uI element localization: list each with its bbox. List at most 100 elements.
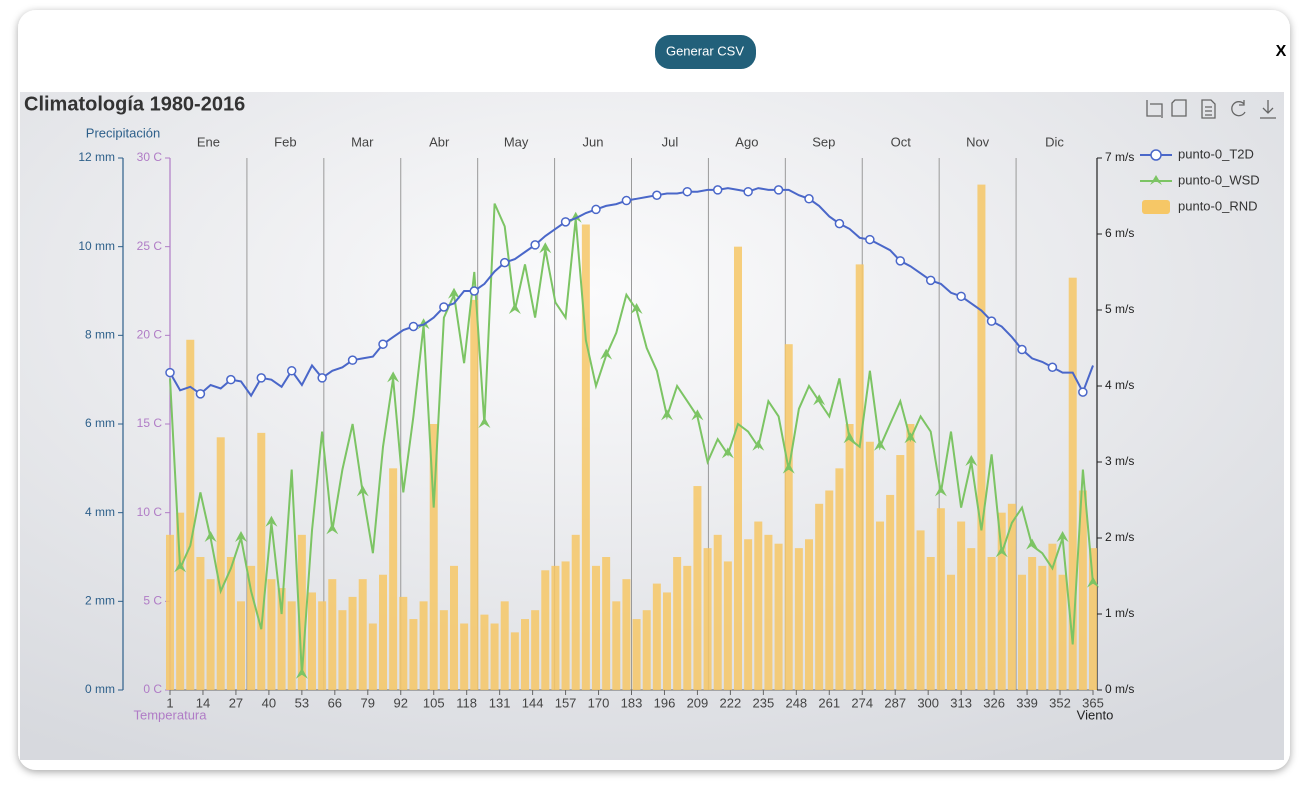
point-marker [347, 355, 358, 365]
rain-bar [257, 432, 266, 690]
x-tick-label: 248 [785, 695, 807, 710]
rain-bar [450, 565, 458, 690]
rain-bar [531, 610, 540, 690]
point-marker [813, 394, 826, 406]
x-tick-label: 274 [851, 695, 873, 710]
rain-bar [754, 521, 763, 690]
x-tick-label: 183 [621, 695, 643, 710]
point-marker [621, 195, 632, 206]
series-line [169, 203, 1094, 675]
point-marker [743, 186, 753, 197]
rain-bar [541, 570, 550, 690]
rain-bar [186, 339, 195, 690]
month-label: Dic [1045, 134, 1064, 149]
rain-bar [318, 601, 327, 690]
point-marker [1078, 387, 1088, 397]
rain-bar [612, 601, 621, 690]
point-marker [773, 185, 784, 195]
x-tick-label: 209 [687, 695, 709, 710]
data-view-icon[interactable] [1201, 99, 1216, 119]
rain-bar [419, 601, 428, 690]
point-marker [874, 439, 886, 451]
point-marker [326, 523, 339, 535]
legend-label[interactable]: punto-0_T2D [1178, 146, 1254, 161]
rain-bar [500, 601, 509, 690]
tick-label: 4 mm [85, 505, 115, 519]
x-tick-label: 352 [1049, 695, 1071, 710]
tick-label: 7 m/s [1105, 150, 1134, 164]
point-marker [1026, 538, 1039, 550]
rain-bar [977, 184, 986, 690]
tick-label: 1 m/s [1105, 606, 1134, 620]
y3-axis-title: Viento [1077, 707, 1114, 722]
rain-bar [673, 557, 682, 690]
rain-bar [368, 623, 377, 690]
point-marker [591, 204, 601, 215]
rain-bar [713, 534, 722, 690]
legend-label[interactable]: punto-0_WSD [1178, 172, 1260, 187]
point-marker [712, 185, 723, 195]
rain-bar [774, 543, 783, 690]
rain-bar [470, 299, 479, 690]
rain-bar [592, 565, 600, 690]
rain-bar [1048, 543, 1057, 690]
point-marker [986, 316, 997, 326]
tick-label: 30 C [137, 150, 163, 164]
rain-bar [1028, 557, 1037, 690]
tick-label: 0 m/s [1105, 682, 1134, 696]
zoom-icon[interactable] [1146, 100, 1163, 118]
rain-bar [196, 557, 205, 690]
point-marker [956, 291, 966, 302]
point-marker [265, 515, 278, 527]
month-label: Sep [812, 134, 835, 149]
rain-bar [642, 610, 651, 690]
rain-bar [703, 548, 712, 690]
point-marker [356, 485, 369, 497]
x-tick-label: 157 [555, 695, 577, 710]
x-tick-label: 339 [1016, 695, 1038, 710]
rain-bar [1018, 574, 1026, 690]
x-tick-label: 92 [394, 695, 408, 710]
legend-marker [1150, 149, 1162, 161]
rain-bar [581, 224, 590, 690]
rain-bar [510, 632, 519, 690]
point-marker [1087, 576, 1099, 588]
csv-button[interactable] [655, 35, 756, 69]
rain-bar [1089, 548, 1097, 690]
point-marker [661, 409, 673, 421]
x-tick-label: 326 [983, 695, 1005, 710]
rain-bar [551, 565, 560, 690]
point-marker [1056, 531, 1069, 542]
rain-bar [389, 468, 398, 690]
x-tick-label: 79 [361, 695, 375, 710]
point-marker [530, 240, 540, 250]
legend-label[interactable]: punto-0_RND [1178, 198, 1258, 213]
x-tick-label: 261 [818, 695, 840, 710]
rain-bar [835, 468, 844, 690]
rain-bar [237, 601, 245, 690]
zoom-reset-icon[interactable] [1171, 99, 1187, 117]
rain-bar [602, 557, 611, 690]
x-tick-label: 222 [720, 695, 742, 710]
plot [165, 184, 1099, 690]
x-tick-label: 131 [489, 695, 511, 710]
month-label: Mar [351, 134, 374, 149]
point-marker [165, 367, 175, 378]
restore-icon[interactable] [1231, 100, 1246, 117]
tick-label: 0 mm [85, 682, 115, 696]
month-label: Nov [966, 134, 990, 149]
rain-bar [967, 548, 976, 690]
x-tick-label: 27 [229, 695, 243, 710]
rain-bar [166, 534, 174, 690]
download-icon[interactable] [1260, 100, 1276, 119]
csv-button-label[interactable]: Generar CSV [666, 43, 744, 58]
close-button[interactable]: X [1276, 43, 1287, 60]
point-marker [478, 417, 491, 428]
point-marker [834, 218, 845, 229]
rain-bar [399, 596, 408, 690]
tick-label: 2 mm [85, 594, 115, 608]
point-marker [995, 546, 1008, 558]
point-marker [1017, 344, 1027, 355]
tick-label: 3 m/s [1105, 454, 1134, 468]
rain-bar [906, 424, 915, 690]
